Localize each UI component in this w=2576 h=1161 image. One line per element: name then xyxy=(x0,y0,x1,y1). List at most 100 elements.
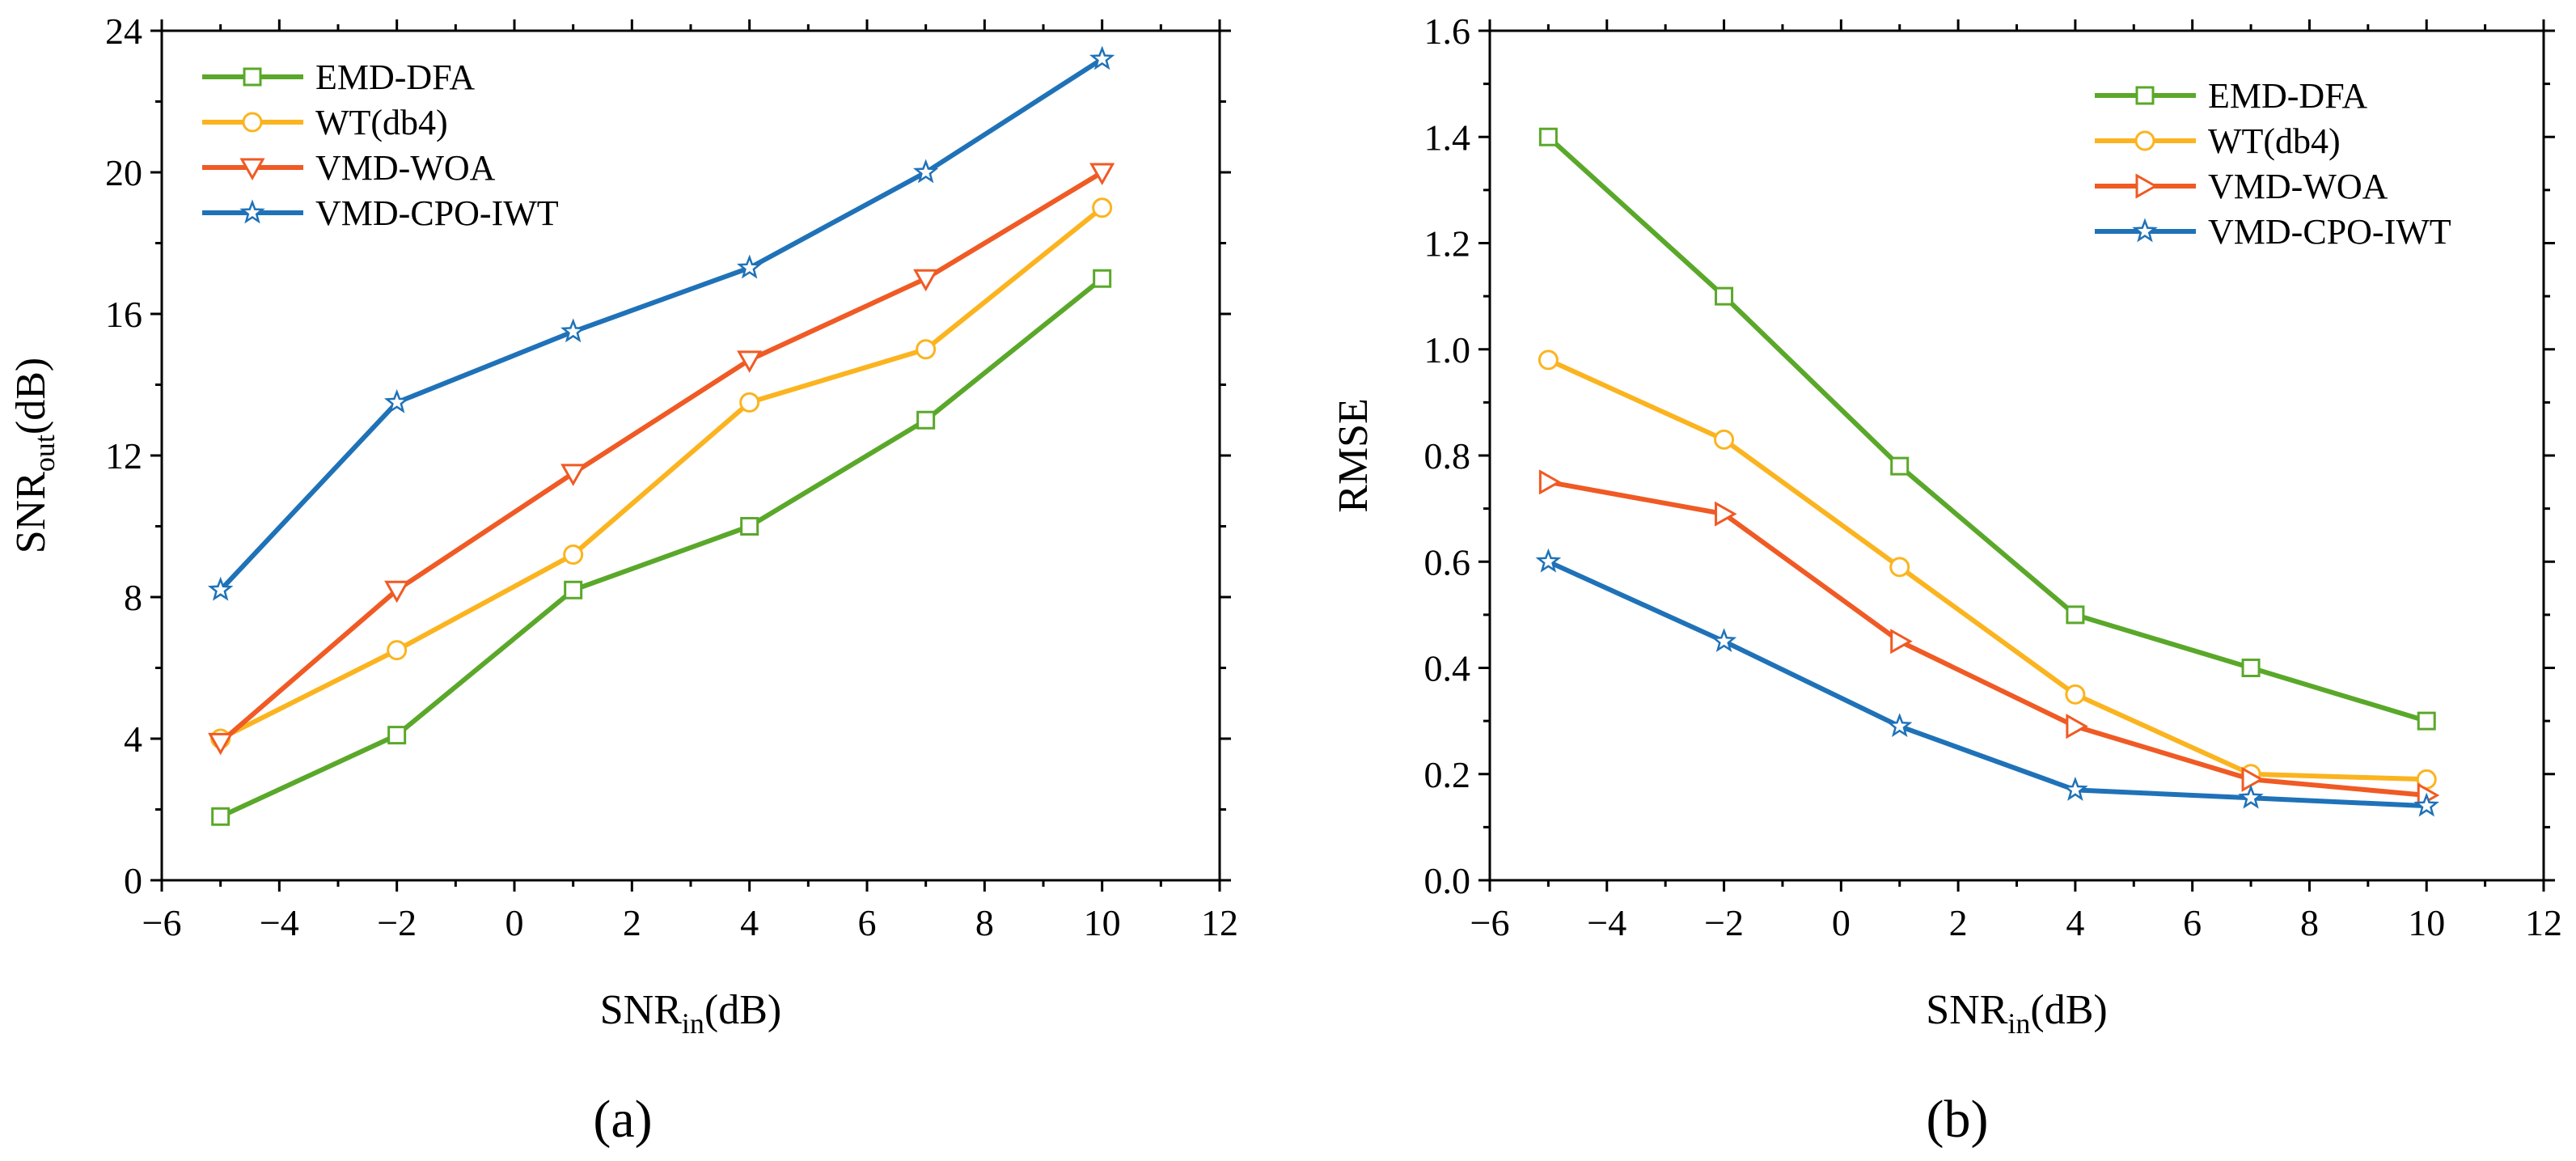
y-tick-label: 16 xyxy=(105,294,142,335)
x-axis-label-suffix: (dB) xyxy=(704,987,781,1033)
legend-marker xyxy=(2135,86,2155,105)
data-point xyxy=(387,640,408,661)
series-emd-dfa xyxy=(211,269,1112,826)
series-vmd-woa xyxy=(208,163,1115,756)
y-tick-label: 12 xyxy=(105,435,142,477)
legend-label: EMD-DFA xyxy=(315,57,475,97)
y-tick-label: 20 xyxy=(105,152,142,193)
x-tick-label: 10 xyxy=(2408,902,2445,943)
series-line xyxy=(218,170,1104,744)
y-tick-label: 1.2 xyxy=(1424,223,1471,265)
legend-label: WT(db4) xyxy=(315,103,448,142)
y-axis-label: RMSE xyxy=(1330,398,1377,513)
x-tick-label: 2 xyxy=(1949,902,1968,943)
panel-label: (b) xyxy=(1927,1090,1989,1149)
x-axis-label: SNRin(dB) xyxy=(1926,987,2108,1040)
series-line xyxy=(219,206,1104,741)
legend-label: WT(db4) xyxy=(2208,121,2341,161)
data-point xyxy=(2062,776,2088,801)
y-tick-label: 0 xyxy=(124,860,142,901)
data-point xyxy=(1538,469,1562,495)
legend: EMD-DFA WT(db4) VMD-WOA VMD-CPO-IWT xyxy=(2095,76,2451,252)
x-tick-label: 8 xyxy=(975,902,994,943)
x-tick-label: 4 xyxy=(740,902,759,943)
x-tick-label: 6 xyxy=(858,902,877,943)
data-point xyxy=(1093,269,1112,288)
legend-marker xyxy=(2135,173,2159,199)
x-axis-label-sub: in xyxy=(682,1007,704,1040)
data-point xyxy=(560,464,586,486)
legend-label: VMD-WOA xyxy=(2208,167,2388,206)
x-tick-label: −6 xyxy=(1470,902,1510,943)
y-tick-label: 1.0 xyxy=(1424,329,1471,371)
y-tick-label: 0.0 xyxy=(1424,860,1471,901)
y-axis-label-sub: out xyxy=(28,434,61,472)
legend-label: VMD-CPO-IWT xyxy=(315,193,559,233)
y-tick-label: 24 xyxy=(105,11,142,52)
series-line xyxy=(1546,135,2428,723)
x-tick-label: −6 xyxy=(142,902,182,943)
series-vmd-cpo-iwt xyxy=(207,45,1115,601)
data-point xyxy=(384,580,410,604)
data-point xyxy=(2066,714,2088,739)
x-tick-label: −2 xyxy=(1704,902,1744,943)
data-point xyxy=(208,732,234,756)
legend-marker xyxy=(239,158,265,181)
legend-marker xyxy=(2132,218,2158,243)
data-point xyxy=(740,517,759,536)
series-wt-db4- xyxy=(210,197,1113,749)
series-line xyxy=(1547,559,2427,809)
y-tick-label: 8 xyxy=(124,577,142,618)
x-tick-label: 6 xyxy=(2183,902,2202,943)
legend-marker xyxy=(242,112,263,133)
x-tick-label: 4 xyxy=(2066,902,2084,943)
legend: EMD-DFA WT(db4) VMD-WOA VMD-CPO-IWT xyxy=(202,57,559,233)
data-point xyxy=(736,254,763,279)
y-axis-label-suffix: (dB) xyxy=(8,358,54,434)
x-tick-label: −2 xyxy=(377,902,417,943)
data-point xyxy=(1089,163,1115,186)
x-tick-label: 0 xyxy=(505,902,524,943)
data-point xyxy=(1889,557,1910,578)
series-line xyxy=(1547,358,2427,782)
data-point xyxy=(913,269,939,292)
data-point xyxy=(2066,605,2085,625)
legend-marker xyxy=(243,67,262,87)
series-wt-db4- xyxy=(1538,350,2437,790)
y-axis-label-main: SNR xyxy=(8,472,54,553)
data-point xyxy=(916,339,937,360)
series-vmd-cpo-iwt xyxy=(1535,548,2439,817)
data-point xyxy=(2238,784,2264,809)
x-axis-label: SNRin(dB) xyxy=(600,987,782,1040)
y-tick-label: 0.8 xyxy=(1424,435,1471,477)
x-axis-label-main: SNR xyxy=(600,987,682,1033)
data-point xyxy=(2241,659,2261,677)
data-point xyxy=(2065,684,2086,705)
legend-marker xyxy=(2134,130,2155,151)
y-axis-label: SNRout(dB) xyxy=(8,358,61,554)
data-point xyxy=(1538,350,1559,371)
data-point xyxy=(1715,501,1737,527)
series-line xyxy=(218,57,1104,592)
data-point xyxy=(207,576,234,601)
panel-a: −6 −4 −2 0 2 4 6 8 10 1204812162024SNRin(dB)SNRou… xyxy=(8,11,1238,1149)
data-point xyxy=(1092,197,1113,218)
data-point xyxy=(1535,548,1562,573)
x-axis-label-sub: in xyxy=(2007,1007,2030,1040)
panel-b: −6 −4 −2 0 2 4 6 8 10 12 0.0 0.2 0.4 0.6 0.8 1.0 1.2 1.4 1… xyxy=(1330,11,2562,1149)
legend-marker xyxy=(239,199,265,224)
data-point xyxy=(1890,456,1910,476)
y-axis-label-main: RMSE xyxy=(1330,398,1377,513)
x-tick-label: 12 xyxy=(1201,902,1238,943)
series-line xyxy=(219,276,1104,820)
y-tick-label: 1.4 xyxy=(1424,117,1471,158)
data-point xyxy=(560,318,586,343)
data-point xyxy=(1715,286,1734,306)
legend-label: VMD-WOA xyxy=(315,148,496,188)
data-point xyxy=(383,388,410,413)
data-point xyxy=(1538,127,1558,146)
data-point xyxy=(2413,792,2439,817)
series-emd-dfa xyxy=(1538,127,2436,731)
y-tick-label: 0.4 xyxy=(1424,648,1471,689)
